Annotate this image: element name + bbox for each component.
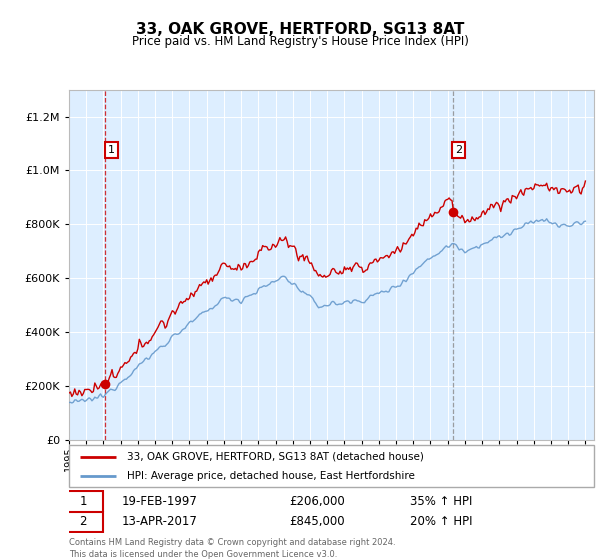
Text: 35% ↑ HPI: 35% ↑ HPI bbox=[410, 494, 473, 508]
Text: 13-APR-2017: 13-APR-2017 bbox=[121, 515, 197, 529]
Text: 19-FEB-1997: 19-FEB-1997 bbox=[121, 494, 197, 508]
FancyBboxPatch shape bbox=[64, 491, 103, 511]
FancyBboxPatch shape bbox=[64, 512, 103, 532]
Text: 33, OAK GROVE, HERTFORD, SG13 8AT: 33, OAK GROVE, HERTFORD, SG13 8AT bbox=[136, 22, 464, 38]
Text: £206,000: £206,000 bbox=[290, 494, 345, 508]
Text: HPI: Average price, detached house, East Hertfordshire: HPI: Average price, detached house, East… bbox=[127, 471, 415, 481]
Text: £845,000: £845,000 bbox=[290, 515, 345, 529]
Text: 20% ↑ HPI: 20% ↑ HPI bbox=[410, 515, 473, 529]
Text: Price paid vs. HM Land Registry's House Price Index (HPI): Price paid vs. HM Land Registry's House … bbox=[131, 35, 469, 48]
Text: 33, OAK GROVE, HERTFORD, SG13 8AT (detached house): 33, OAK GROVE, HERTFORD, SG13 8AT (detac… bbox=[127, 451, 424, 461]
Text: 1: 1 bbox=[108, 145, 115, 155]
Text: 2: 2 bbox=[79, 515, 87, 529]
FancyBboxPatch shape bbox=[69, 445, 594, 487]
Text: Contains HM Land Registry data © Crown copyright and database right 2024.
This d: Contains HM Land Registry data © Crown c… bbox=[69, 538, 395, 559]
Text: 2: 2 bbox=[455, 145, 462, 155]
Text: 1: 1 bbox=[79, 494, 87, 508]
